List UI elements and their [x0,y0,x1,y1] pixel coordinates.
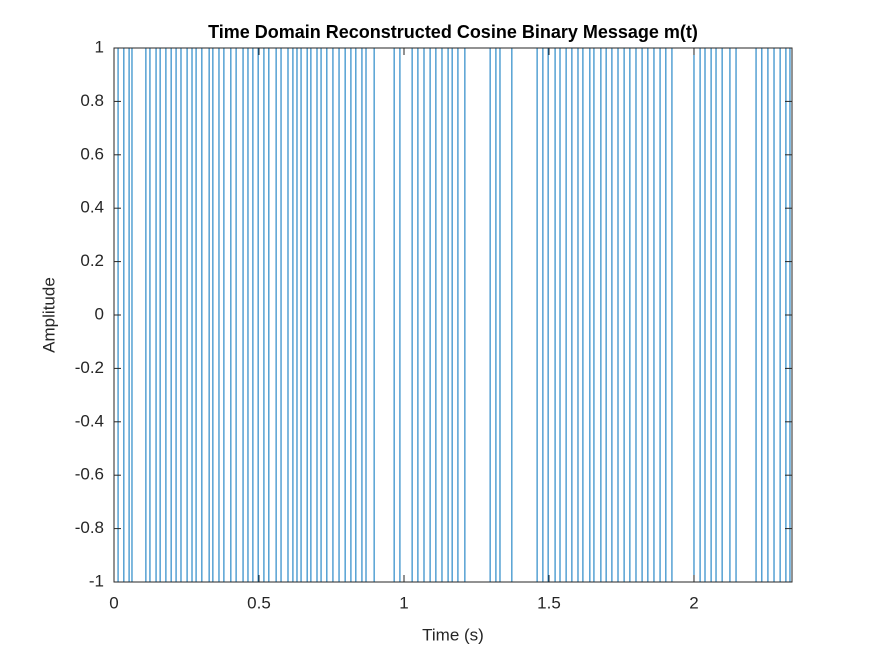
y-tick-label: 0 [95,304,104,323]
y-tick-label: -0.8 [75,518,104,537]
x-tick-label: 1 [399,593,408,612]
x-tick-label: 1.5 [537,593,561,612]
y-tick-label: 0.4 [80,198,104,217]
y-tick-label: 0.8 [80,91,104,110]
x-tick-label: 2 [689,593,698,612]
y-tick-label: -0.4 [75,411,104,430]
axes-box [113,47,793,583]
y-tick-label: 0.6 [80,144,104,163]
y-tick-label: -0.2 [75,358,104,377]
y-tick-label: -0.6 [75,465,104,484]
y-tick-label: 0.2 [80,251,104,270]
x-tick-label: 0 [109,593,118,612]
plot-area [114,48,792,582]
y-axis-label: Amplitude [39,277,58,353]
y-tick-label: 1 [95,37,104,56]
x-axis-label: Time (s) [422,625,484,644]
x-tick-label: 0.5 [247,593,271,612]
y-tick-label: -1 [89,571,104,590]
chart-title: Time Domain Reconstructed Cosine Binary … [208,22,698,42]
